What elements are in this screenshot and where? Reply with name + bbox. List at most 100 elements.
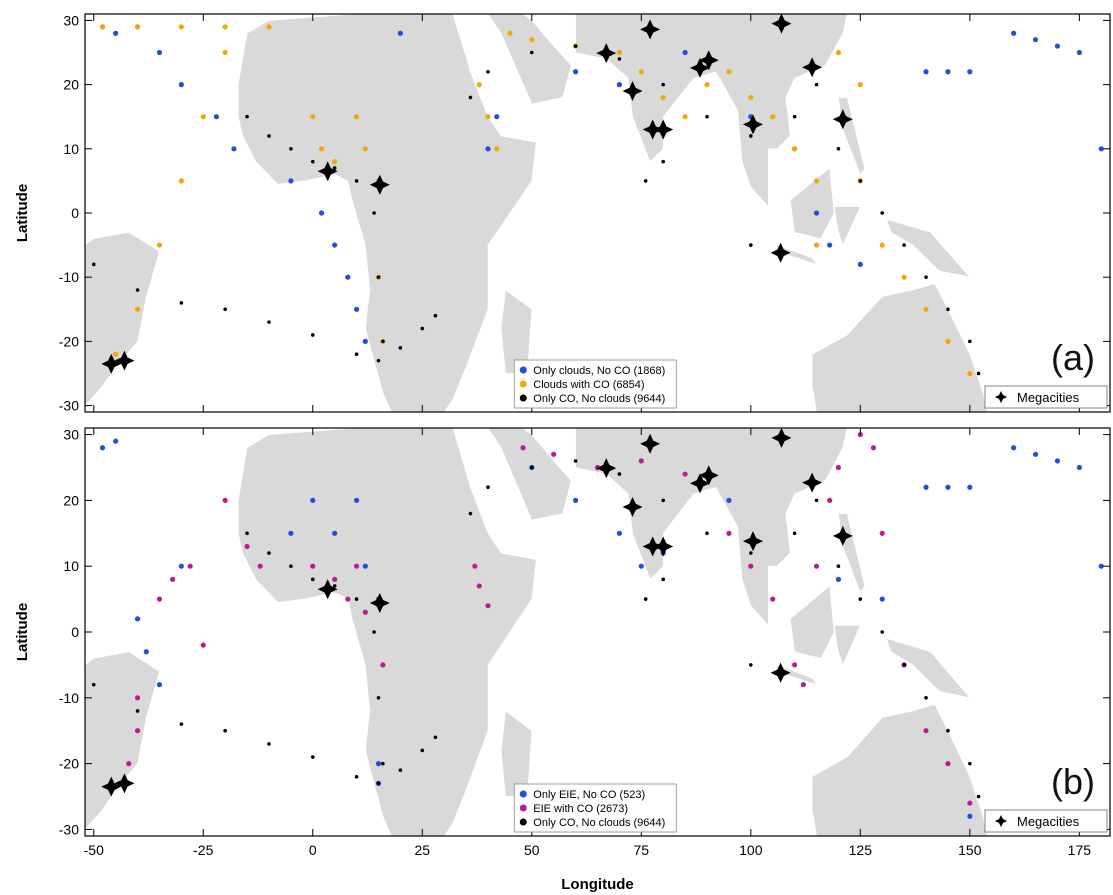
land-shape [776,664,818,686]
land-shape [85,651,160,830]
data-point [792,531,797,536]
megacity-marker [369,593,390,614]
data-point [179,722,184,726]
data-point [134,616,141,622]
data-point [494,114,500,120]
data-point [836,564,841,568]
data-point [134,24,141,30]
panel-a: 30 20 10 0 -10 -20 -30 Latitude (a) Only clouds, … [14,12,1111,414]
data-point [924,275,928,279]
y-tick-label: -30 [59,398,79,414]
data-point [1076,464,1082,471]
data-point [813,242,820,248]
data-point [288,178,294,184]
data-point [267,551,271,555]
megacities-legend-label: Megacities [1017,390,1080,405]
megacity-marker [802,472,823,493]
data-point [573,459,578,463]
data-point [748,94,754,101]
data-point [945,69,951,75]
data-point [857,261,863,267]
x-tick-label: 0 [309,842,317,858]
data-point [375,761,382,767]
data-point [661,577,666,582]
y-tick-label: 0 [71,624,79,640]
x-tick-label: -25 [193,842,213,858]
data-point [310,755,315,759]
data-point [529,37,535,43]
data-point [967,370,973,377]
y-tick-label: -10 [59,690,79,706]
data-point [572,69,579,75]
data-point [353,497,360,503]
data-point [345,596,351,602]
data-point [946,307,950,312]
data-point [813,210,820,216]
data-point [99,445,106,451]
megacity-marker [317,579,338,600]
data-point [1032,37,1039,43]
data-point [529,465,534,470]
data-point [345,274,351,280]
data-point [213,114,220,120]
data-point [332,584,337,588]
data-point [223,728,227,733]
series-1 [126,431,973,806]
data-point [520,445,526,451]
data-point [902,663,906,667]
data-point [835,576,842,582]
land-shape [575,428,848,627]
data-point [433,313,438,318]
megacity-marker [690,57,710,78]
data-point [362,146,368,152]
data-point [289,564,293,568]
data-point [879,242,885,248]
land-shape [881,428,887,429]
data-point [857,82,863,88]
data-point [113,438,119,444]
x-tick-label: 75 [634,842,650,858]
data-point [967,484,973,490]
data-point [770,596,776,602]
y-tick-label: -20 [59,756,79,772]
data-point [967,69,973,75]
land-shape [833,206,861,246]
data-point [381,339,385,344]
data-point [245,114,249,119]
megacity-marker [101,776,122,797]
data-point [178,82,184,88]
data-point [923,306,929,312]
land-shape [487,428,572,521]
data-point [749,134,753,138]
data-point [376,275,381,279]
data-point [476,82,482,88]
data-point [91,262,96,267]
data-point [1076,49,1082,56]
data-point [420,748,425,753]
x-tick-label: 150 [958,842,982,858]
data-point [923,484,929,490]
data-point [354,179,359,183]
data-point [222,497,228,503]
y-tick-label: 10 [63,558,79,574]
land-shape [728,180,778,252]
data-point [135,709,140,713]
y-tick-label: 10 [63,141,79,157]
data-point [380,662,386,668]
data-point [976,371,981,376]
legend: Only clouds, No CO (1868) Clouds with CO … [513,359,677,409]
series-2 [91,459,981,799]
data-point [288,530,294,536]
land-shape [789,167,835,240]
data-point [222,24,228,30]
land-shape [838,97,866,176]
data-point [870,445,877,451]
data-point [266,24,272,30]
y-tick-label: 0 [71,205,79,221]
data-point [156,49,163,56]
data-point [1098,146,1104,152]
megacity-legend-icon [995,391,1007,403]
data-point [113,351,119,357]
megacity-marker [369,174,390,195]
land-shape [487,14,572,105]
